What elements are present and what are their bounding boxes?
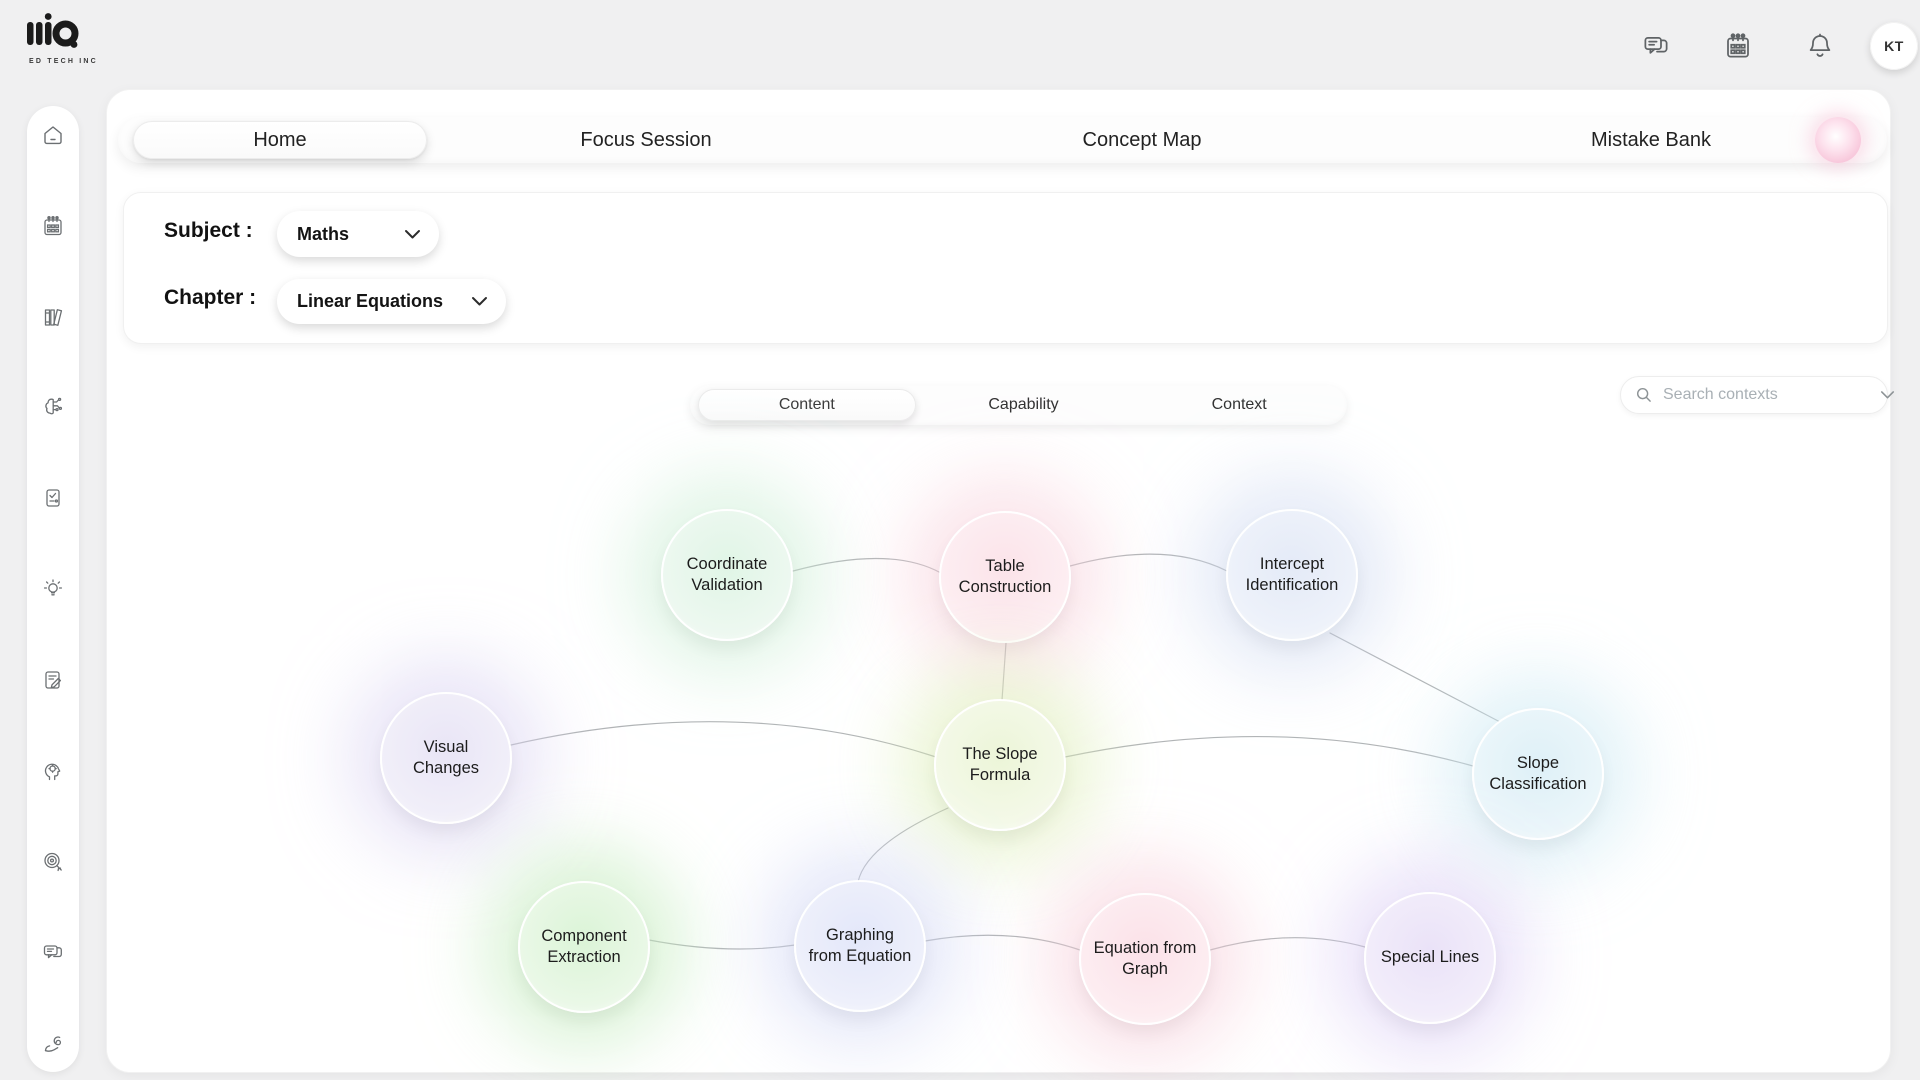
brand-logo: ED TECH INC — [27, 12, 117, 65]
node-special-lines[interactable]: Special Lines — [1364, 892, 1496, 1024]
brand-logo-mark — [27, 13, 79, 48]
tab-home[interactable]: Home — [133, 121, 427, 159]
chapter-label: Chapter : — [164, 286, 257, 309]
node-graphing-from-equation[interactable]: Graphing from Equation — [794, 880, 926, 1012]
sidebar-item-library[interactable] — [40, 304, 66, 330]
node-table-construction[interactable]: Table Construction — [939, 511, 1071, 643]
tab-focus-session[interactable]: Focus Session — [580, 128, 712, 151]
sidebar — [27, 106, 79, 1072]
chevron-down-icon — [472, 297, 487, 306]
sidebar-item-support[interactable] — [40, 1030, 66, 1056]
primary-nav: Home Focus Session Concept Map Mistake B… — [118, 117, 1887, 163]
node-coordinate-validation[interactable]: Coordinate Validation — [661, 509, 793, 641]
head-mind-icon — [44, 763, 61, 780]
node-the-slope-formula[interactable]: The Slope Formula — [934, 699, 1066, 831]
notifications-button[interactable] — [1804, 30, 1836, 62]
chevron-down-icon — [1880, 391, 1895, 399]
subject-label: Subject : — [164, 219, 253, 242]
chat-icon — [1644, 37, 1668, 54]
node-visual-changes[interactable]: Visual Changes — [380, 692, 512, 824]
sidebar-item-home[interactable] — [40, 122, 66, 148]
subject-value: Maths — [297, 223, 350, 244]
sidebar-item-goals[interactable] — [40, 848, 66, 874]
search-contexts — [1620, 376, 1895, 414]
tab-mistake-bank[interactable]: Mistake Bank — [1590, 128, 1712, 151]
calendar-icon — [44, 215, 62, 235]
target-icon — [44, 853, 62, 872]
chat-button[interactable] — [1640, 30, 1672, 62]
node-equation-from-graph[interactable]: Equation from Graph — [1079, 893, 1211, 1025]
search-icon — [1636, 387, 1651, 402]
node-slope-classification[interactable]: Slope Classification — [1472, 708, 1604, 840]
tab-concept-map[interactable]: Concept Map — [1082, 128, 1202, 151]
nav-status-dot[interactable] — [1815, 117, 1861, 163]
chevron-down-icon — [405, 229, 420, 238]
sidebar-item-ai[interactable] — [40, 394, 66, 420]
brain-circuit-icon — [45, 398, 63, 415]
bell-icon — [1809, 33, 1831, 57]
node-intercept-identification[interactable]: Intercept Identification — [1226, 509, 1358, 641]
checklist-icon — [46, 489, 60, 507]
map-view-tabs: Content Capability Context — [690, 385, 1347, 425]
filters-panel: Subject : Maths Chapter : Linear Equatio… — [123, 192, 1888, 344]
search-input[interactable] — [1663, 386, 1870, 404]
sidebar-item-insights[interactable] — [40, 576, 66, 602]
chat-icon — [43, 945, 62, 959]
calendar-icon — [1727, 33, 1749, 58]
avatar[interactable]: KT — [1870, 22, 1918, 70]
brand-tagline: ED TECH INC — [29, 58, 98, 65]
sidebar-item-calendar[interactable] — [40, 213, 66, 239]
tab-content[interactable]: Content — [698, 389, 916, 421]
tab-capability[interactable]: Capability — [988, 396, 1059, 413]
sidebar-item-messages[interactable] — [40, 939, 66, 965]
sidebar-item-tasks[interactable] — [40, 485, 66, 511]
node-component-extraction[interactable]: Component Extraction — [518, 881, 650, 1013]
chapter-dropdown[interactable]: Linear Equations — [277, 279, 506, 324]
sidebar-item-mindset[interactable] — [40, 758, 66, 784]
calendar-button[interactable] — [1722, 30, 1754, 62]
note-edit-icon — [45, 671, 62, 689]
subject-dropdown[interactable]: Maths — [277, 211, 439, 257]
sidebar-item-notes[interactable] — [40, 667, 66, 693]
helping-hand-icon — [44, 1036, 62, 1052]
lightbulb-icon — [43, 579, 63, 596]
tab-context[interactable]: Context — [1211, 396, 1267, 413]
home-icon — [44, 126, 62, 145]
chapter-value: Linear Equations — [297, 291, 444, 311]
library-books-icon — [44, 308, 63, 326]
